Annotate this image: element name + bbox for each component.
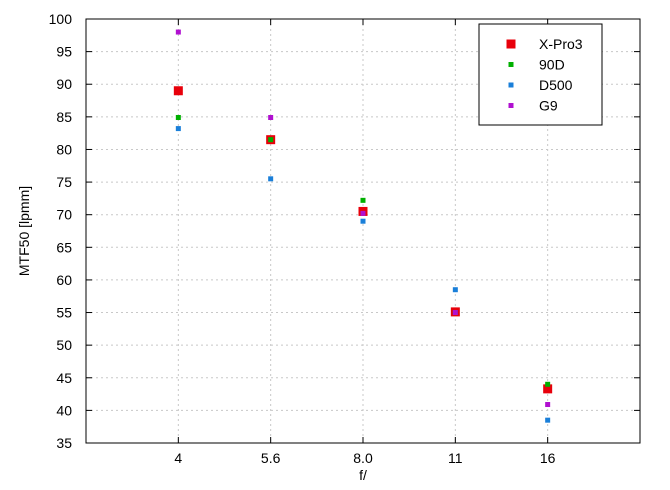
point-d500 [545,417,551,423]
legend-label: X-Pro3 [539,36,583,52]
x-tick-label: 8.0 [353,450,373,466]
axis-ticks: 35 40 45 50 55 60 65 70 75 80 85 90 95 100 4 5.6 8.0 11 16 [49,11,640,466]
point-g9 [452,310,458,316]
x-tick-label: 4 [174,450,182,466]
legend-marker [508,82,514,88]
legend: X-Pro3 90D D500 G9 [478,23,603,126]
data-points [173,29,553,423]
y-tick-label: 75 [56,174,72,190]
point-x-pro3 [173,86,183,96]
point-d500 [360,218,366,224]
x-axis-label: f/ [359,467,367,483]
y-tick-label: 100 [49,11,73,27]
x-tick-label: 11 [448,450,463,466]
legend-marker [506,39,516,49]
point-90d [175,114,181,120]
legend-label: G9 [539,98,558,114]
point-g9 [360,210,366,216]
y-tick-label: 90 [56,76,72,92]
legend-label: D500 [539,77,573,93]
y-tick-label: 70 [56,207,72,223]
y-tick-label: 85 [56,109,72,125]
point-g9 [545,402,551,408]
legend-box [478,23,603,126]
y-tick-label: 35 [56,435,72,451]
y-tick-label: 40 [56,402,72,418]
legend-marker [508,103,514,108]
y-axis-label: MTF50 [lpmm] [16,186,32,276]
point-90d [360,197,366,203]
point-90d [268,137,274,143]
point-d500 [268,176,274,182]
y-tick-label: 80 [56,141,72,157]
y-tick-label: 55 [56,305,72,321]
point-90d [545,381,551,387]
point-d500 [175,126,181,132]
x-tick-label: 5.6 [261,450,281,466]
y-tick-label: 95 [56,44,72,60]
point-d500 [452,287,458,293]
point-x-pro3 [543,384,553,394]
grid [86,19,640,443]
legend-marker [508,62,514,67]
y-tick-label: 50 [56,337,72,353]
legend-label: 90D [539,57,565,73]
point-g9 [175,29,181,35]
y-tick-label: 45 [56,370,72,386]
y-tick-label: 60 [56,272,72,288]
x-tick-label: 16 [540,450,556,466]
point-g9 [268,114,274,120]
y-tick-label: 65 [56,239,72,255]
